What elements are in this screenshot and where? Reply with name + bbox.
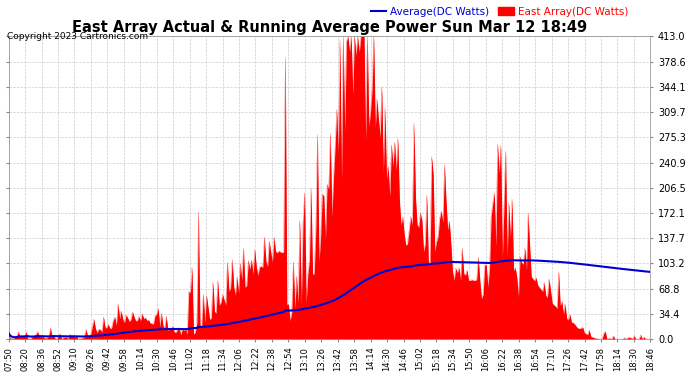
Title: East Array Actual & Running Average Power Sun Mar 12 18:49: East Array Actual & Running Average Powe…	[72, 20, 587, 35]
Text: Copyright 2023 Cartronics.com: Copyright 2023 Cartronics.com	[7, 32, 148, 41]
Legend: Average(DC Watts), East Array(DC Watts): Average(DC Watts), East Array(DC Watts)	[366, 2, 632, 21]
